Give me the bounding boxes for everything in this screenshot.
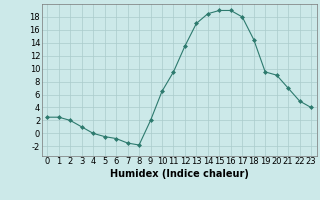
X-axis label: Humidex (Indice chaleur): Humidex (Indice chaleur) — [110, 169, 249, 179]
